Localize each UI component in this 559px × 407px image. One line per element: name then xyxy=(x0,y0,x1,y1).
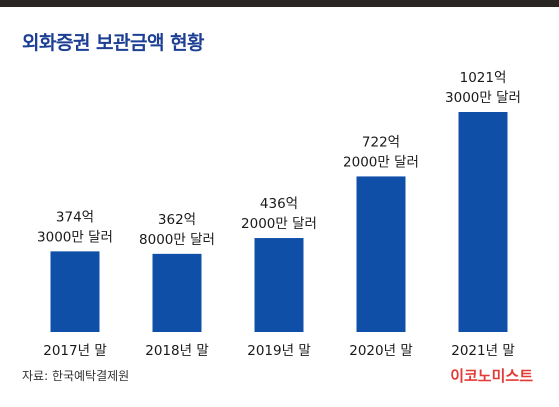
category-label-2: 2019년 말 xyxy=(247,343,311,359)
bar-value-label-4-1: 3000만 달러 xyxy=(445,90,521,106)
bar-value-label-0-1: 3000만 달러 xyxy=(37,229,113,245)
bar-value-label-4-0: 1021억 xyxy=(460,70,507,86)
bar-value-label-2-1: 2000만 달러 xyxy=(241,216,317,232)
top-bar xyxy=(0,0,559,7)
chart-title: 외화증권 보관금액 현황 xyxy=(22,32,205,54)
bar-0 xyxy=(50,251,100,332)
category-label-0: 2017년 말 xyxy=(43,343,107,359)
category-label-3: 2020년 말 xyxy=(349,343,413,359)
bar-value-label-1-0: 362억 xyxy=(158,212,196,228)
bar-value-label-1-1: 8000만 달러 xyxy=(139,232,215,248)
bar-value-label-3-0: 722억 xyxy=(362,134,400,150)
bar-value-label-2-0: 436억 xyxy=(260,196,298,212)
category-label-4: 2021년 말 xyxy=(451,343,515,359)
bar-3 xyxy=(356,176,406,332)
brand-logo: 이코노미스트 xyxy=(450,367,533,385)
bar-2 xyxy=(254,238,304,332)
bar-value-label-3-1: 2000만 달러 xyxy=(343,154,419,170)
bar-value-label-0-0: 374억 xyxy=(56,209,94,225)
category-label-1: 2018년 말 xyxy=(145,343,209,359)
source-note: 자료: 한국예탁결제원 xyxy=(22,369,130,383)
bar-4 xyxy=(458,112,508,332)
bar-1 xyxy=(152,253,202,332)
